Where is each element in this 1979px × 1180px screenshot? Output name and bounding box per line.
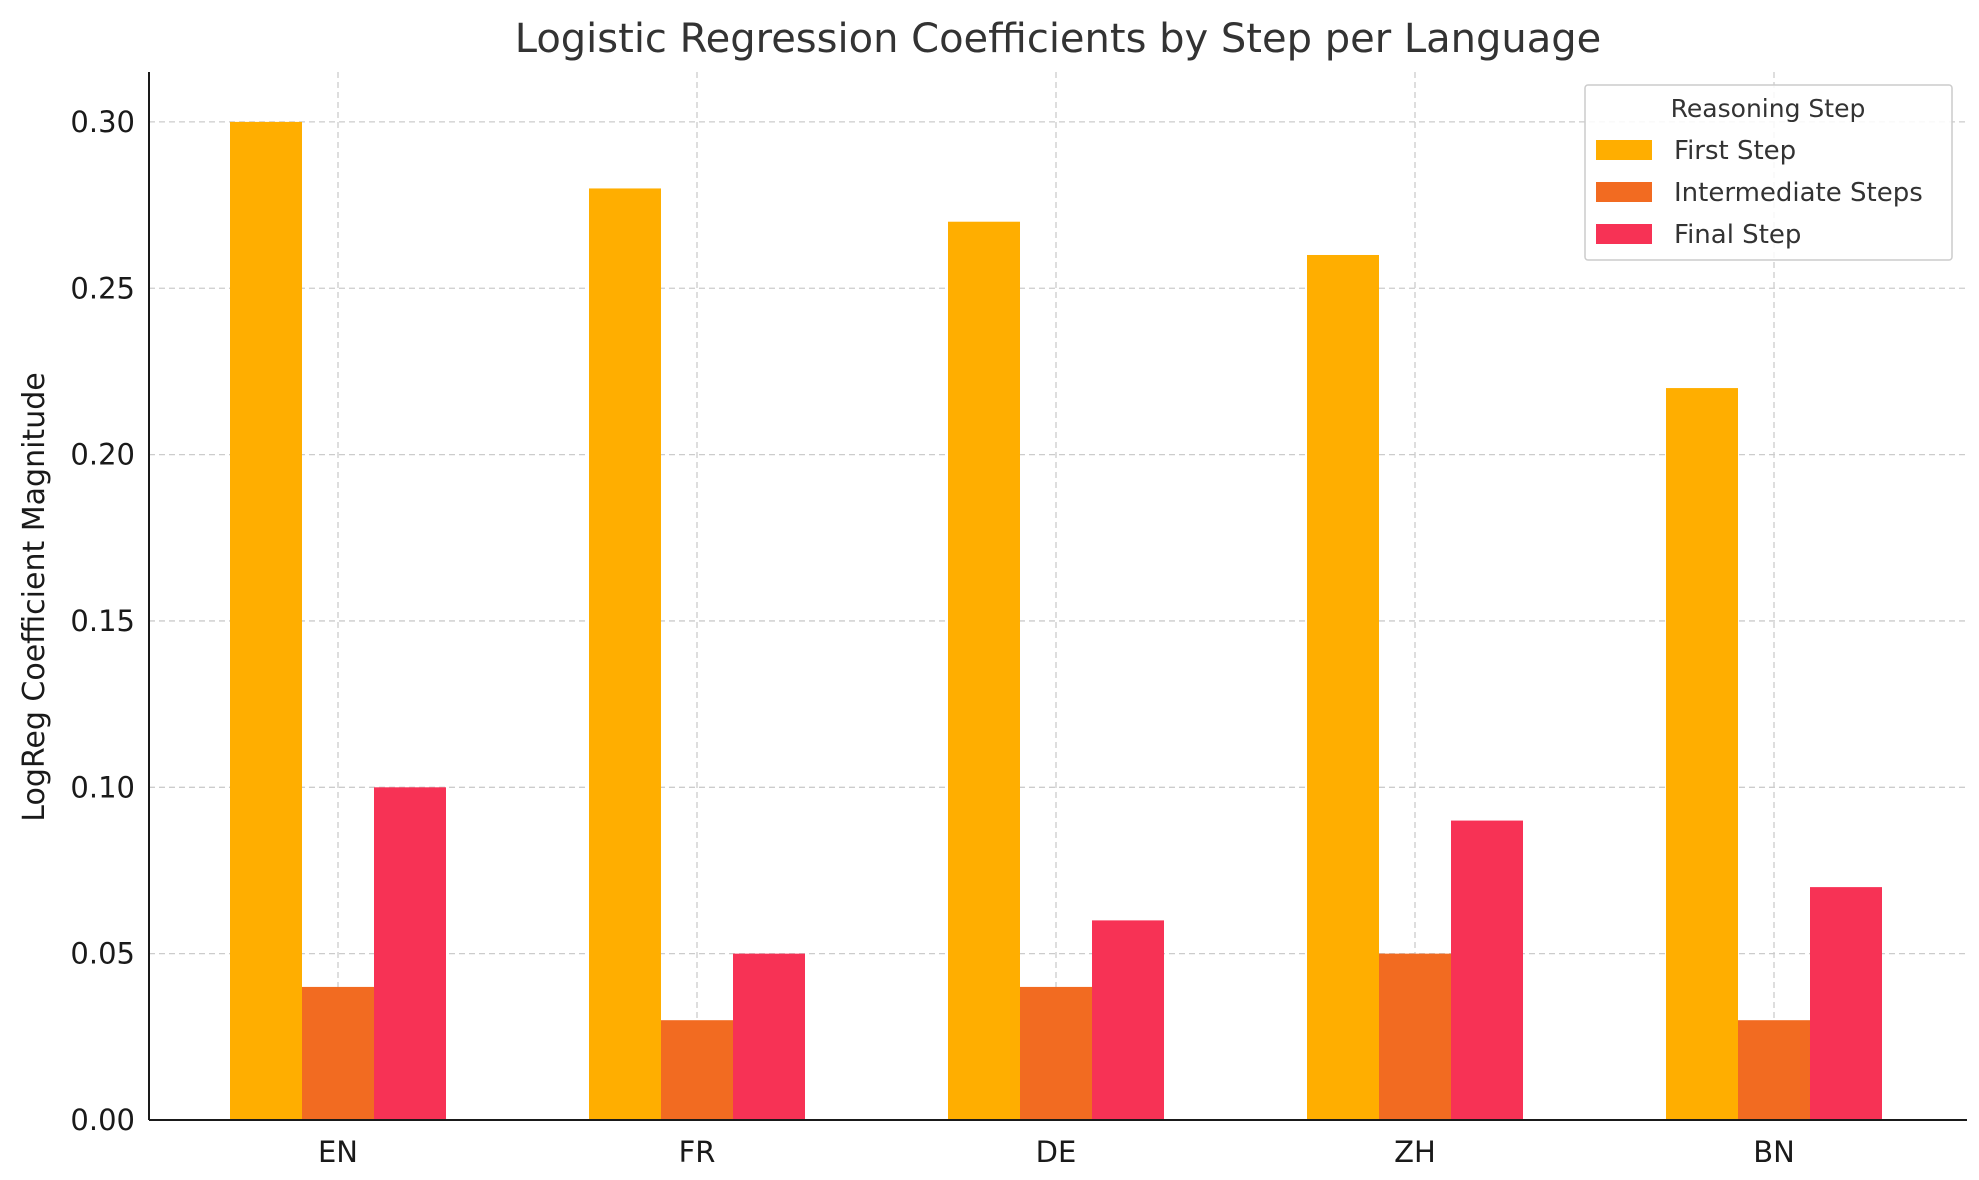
x-tick-label: EN	[318, 1135, 358, 1169]
legend-label: Final Step	[1674, 220, 1801, 250]
x-tick-label: ZH	[1394, 1135, 1436, 1169]
legend-title: Reasoning Step	[1671, 94, 1866, 123]
axes	[148, 72, 1967, 1121]
y-tick-label: 0.25	[70, 271, 135, 305]
x-tick-label: DE	[1036, 1135, 1077, 1169]
legend-label: First Step	[1674, 136, 1796, 166]
legend-swatch	[1596, 182, 1652, 202]
bar-first-step-fr	[589, 188, 661, 1120]
y-axis-label: LogReg Coefficient Magnitude	[17, 372, 52, 821]
bar-intermediate-steps-zh	[1379, 953, 1451, 1120]
y-tick-label: 0.00	[70, 1103, 135, 1137]
bar-intermediate-steps-en	[302, 986, 374, 1120]
legend-swatch	[1596, 224, 1652, 244]
bar-intermediate-steps-de	[1020, 986, 1092, 1120]
legend: Reasoning Step First Step Intermediate St…	[1584, 84, 1953, 261]
bar-final-step-fr	[733, 953, 805, 1120]
y-tick-label: 0.10	[70, 770, 135, 804]
y-tick-label: 0.05	[70, 937, 135, 971]
legend-swatch	[1596, 140, 1652, 160]
x-tick-label: FR	[679, 1135, 716, 1169]
y-tick-label: 0.20	[70, 438, 135, 472]
bar-first-step-de	[948, 221, 1020, 1120]
bar-intermediate-steps-bn	[1738, 1020, 1810, 1120]
bar-first-step-en	[230, 121, 302, 1120]
chart-title: Logistic Regression Coefficients by Step…	[515, 16, 1602, 62]
bar-final-step-de	[1092, 920, 1164, 1120]
bar-final-step-bn	[1810, 887, 1882, 1120]
legend-items: First Step Intermediate Steps Final Step	[1596, 136, 1923, 250]
bar-intermediate-steps-fr	[661, 1020, 733, 1120]
legend-label: Intermediate Steps	[1674, 178, 1923, 208]
bars	[230, 121, 1882, 1121]
y-tick-label: 0.30	[70, 105, 135, 139]
tick-labels: 0.00 0.05 0.10 0.15 0.20 0.25 0.30 EN FR DE ZH BN	[70, 105, 1794, 1169]
bar-final-step-en	[374, 787, 446, 1120]
legend-box	[1584, 84, 1953, 261]
x-tick-label: BN	[1753, 1135, 1795, 1169]
bar-final-step-zh	[1451, 820, 1523, 1120]
bar-first-step-bn	[1666, 388, 1738, 1121]
bar-first-step-zh	[1307, 254, 1379, 1120]
y-tick-label: 0.15	[70, 604, 135, 638]
